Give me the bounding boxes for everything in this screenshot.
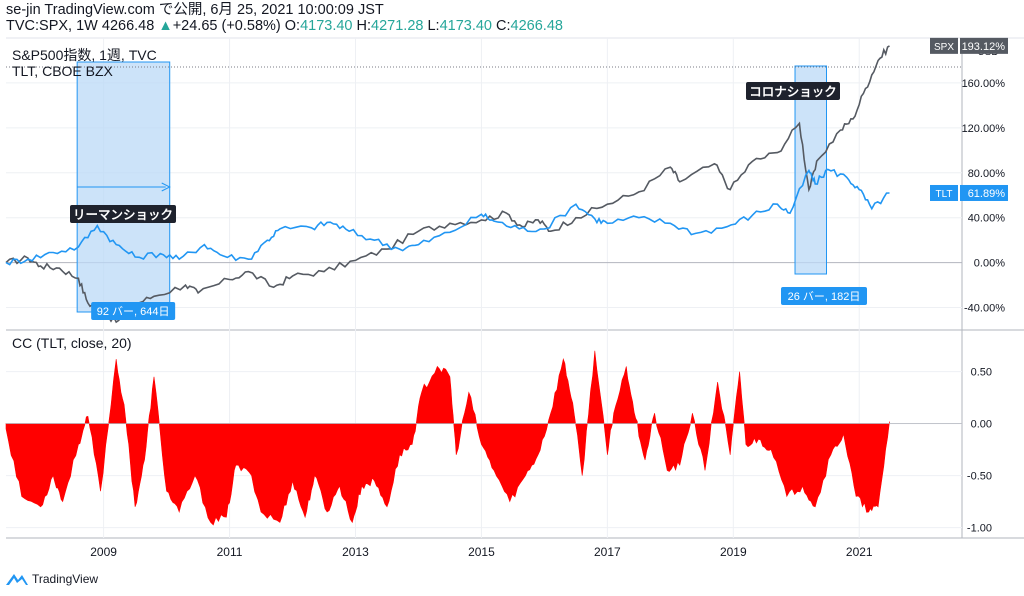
high-label: H: [356, 18, 372, 34]
series-line-spx [5, 45, 890, 324]
x-tick-label: 2009 [90, 545, 117, 559]
y-tick-label: 0.50 [971, 367, 992, 379]
close-label: C: [496, 18, 511, 34]
y-tick-label: -40.00% [964, 303, 1005, 315]
series-value-tag-tlt [960, 184, 1008, 201]
series-line-tlt [5, 168, 890, 266]
y-tick-label: 40.00% [968, 213, 1006, 225]
annotation-label-box [70, 205, 176, 223]
footer-brand-label: TradingView [32, 572, 99, 586]
open-label: O: [284, 18, 301, 34]
x-tick-label: 2017 [594, 545, 621, 559]
chart-header: se-jin TradingView.com で公開, 6月 25, 2021 … [6, 2, 563, 34]
publish-line: se-jin TradingView.com で公開, 6月 25, 2021 … [6, 2, 384, 18]
annotation-label-lehman: リーマンショック [73, 208, 173, 222]
range-bars-tag [91, 302, 176, 320]
x-tick-label: 2021 [846, 545, 873, 559]
x-tick-label: 2011 [217, 545, 243, 559]
high-value: 4271.28 [371, 18, 424, 34]
open-value: 4173.40 [300, 18, 353, 34]
annotation-label-corona: コロナショック [749, 85, 837, 99]
x-tick-label: 2015 [468, 545, 495, 559]
correlation-area [5, 350, 890, 526]
tradingview-logo-icon [6, 574, 28, 585]
chart-canvas[interactable]: 2009 2011 2013 2015 2017 2019 2021 -40.00% 0.00%… [0, 0, 1024, 572]
y-tick-label: -1.00 [967, 523, 992, 535]
series-value-tag-spx [960, 37, 1008, 54]
series-tag-label: SPX [934, 42, 954, 53]
range-bars-label: 26 バー, 182日 [788, 290, 861, 303]
indicator-title: CC (TLT, close, 20) [12, 335, 132, 351]
annotation-label-box [746, 82, 840, 100]
range-highlight[interactable] [794, 65, 828, 275]
y-tick-label: 0.00 [971, 419, 992, 431]
price-change: +24.65 (+0.58%) [172, 18, 281, 34]
series-tag-tlt [930, 184, 958, 201]
y-tick-label: 160.00% [962, 78, 1006, 90]
y-tick-label: 80.00% [968, 168, 1006, 180]
arrow-right-icon [161, 182, 171, 192]
up-arrow-icon: ▲ [158, 18, 173, 34]
symbol-line: TVC:SPX, 1W 4266.48 ▲+24.65 (+0.58%) O:4… [6, 18, 563, 34]
x-tick-label: 2013 [342, 545, 369, 559]
series-tag-label: TLT [935, 189, 952, 200]
pane-subtitle: TLT, CBOE BZX [12, 63, 114, 79]
pane-title: S&P500指数, 1週, TVC [12, 47, 157, 63]
series-tag-spx [930, 37, 958, 54]
range-bars-tag [781, 287, 867, 305]
last-price: 4266.48 [101, 18, 155, 34]
low-label: L: [427, 18, 440, 34]
low-value: 4173.40 [439, 18, 492, 34]
series-value-label: 61.89% [968, 188, 1006, 200]
y-tick-label: 120.00% [962, 123, 1006, 135]
footer-brand: TradingView [6, 572, 98, 586]
x-tick-label: 2019 [720, 545, 747, 559]
range-bars-label: 92 バー, 644日 [97, 305, 170, 318]
y-tick-label: -0.50 [967, 471, 992, 483]
y-tick-label: 0.00% [974, 258, 1005, 270]
series-value-label: 193.12% [962, 41, 1006, 53]
close-value: 4266.48 [510, 18, 563, 34]
symbol-name: TVC:SPX, 1W [6, 18, 98, 34]
